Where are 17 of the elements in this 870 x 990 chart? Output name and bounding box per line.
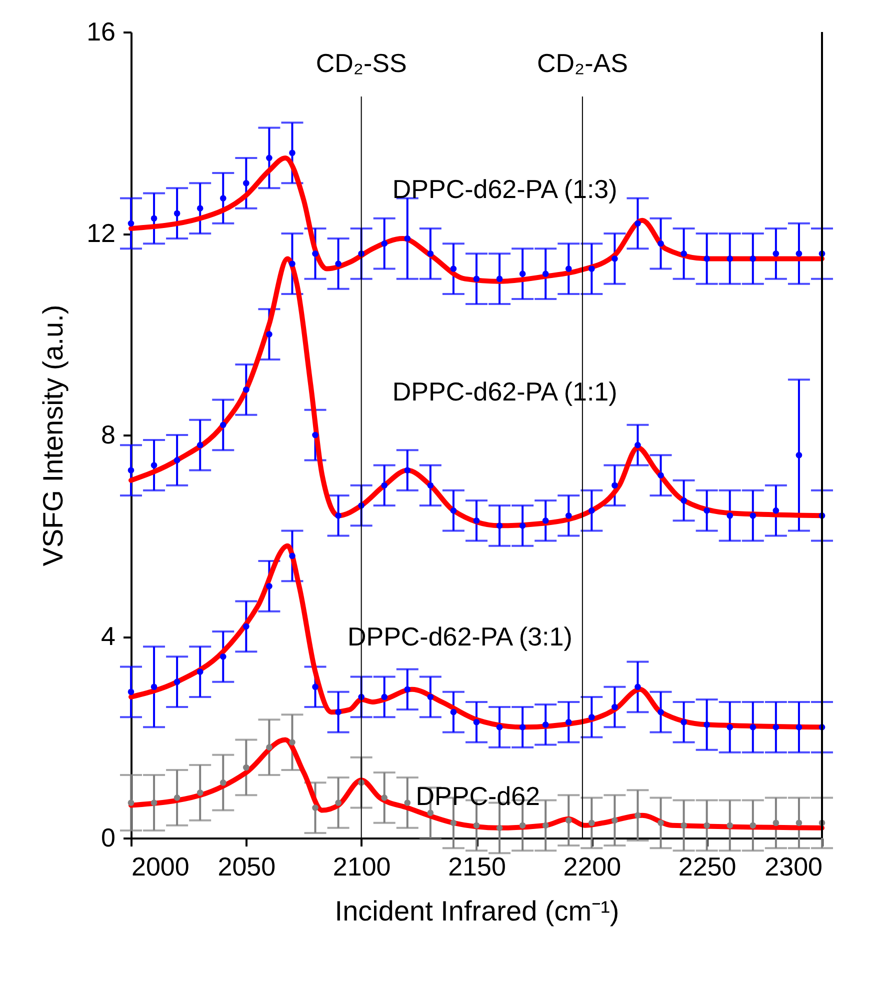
ref-line-label: CD₂-SS — [316, 48, 407, 78]
y-axis-title: VSFG Intensity (a.u.) — [38, 304, 69, 566]
y-tick-label: 12 — [86, 218, 116, 248]
x-tick-label: 2100 — [332, 852, 391, 882]
y-tick-label: 8 — [101, 420, 116, 450]
ref-line-label: CD₂-AS — [536, 48, 628, 78]
y-tick-label: 0 — [101, 822, 116, 852]
x-tick-label: 2250 — [678, 852, 736, 882]
annotation: DPPC-d62 — [416, 780, 540, 811]
x-tick-label: 2300 — [764, 852, 822, 882]
x-tick-label: 2000 — [132, 852, 190, 882]
x-axis-title: Incident Infrared (cm⁻¹) — [334, 896, 620, 926]
y-tick-label: 16 — [86, 16, 116, 46]
y-tick-label: 4 — [101, 621, 116, 651]
x-tick-label: 2050 — [218, 852, 276, 882]
x-tick-label: 2150 — [448, 852, 506, 882]
x-tick-label: 2200 — [563, 852, 622, 882]
